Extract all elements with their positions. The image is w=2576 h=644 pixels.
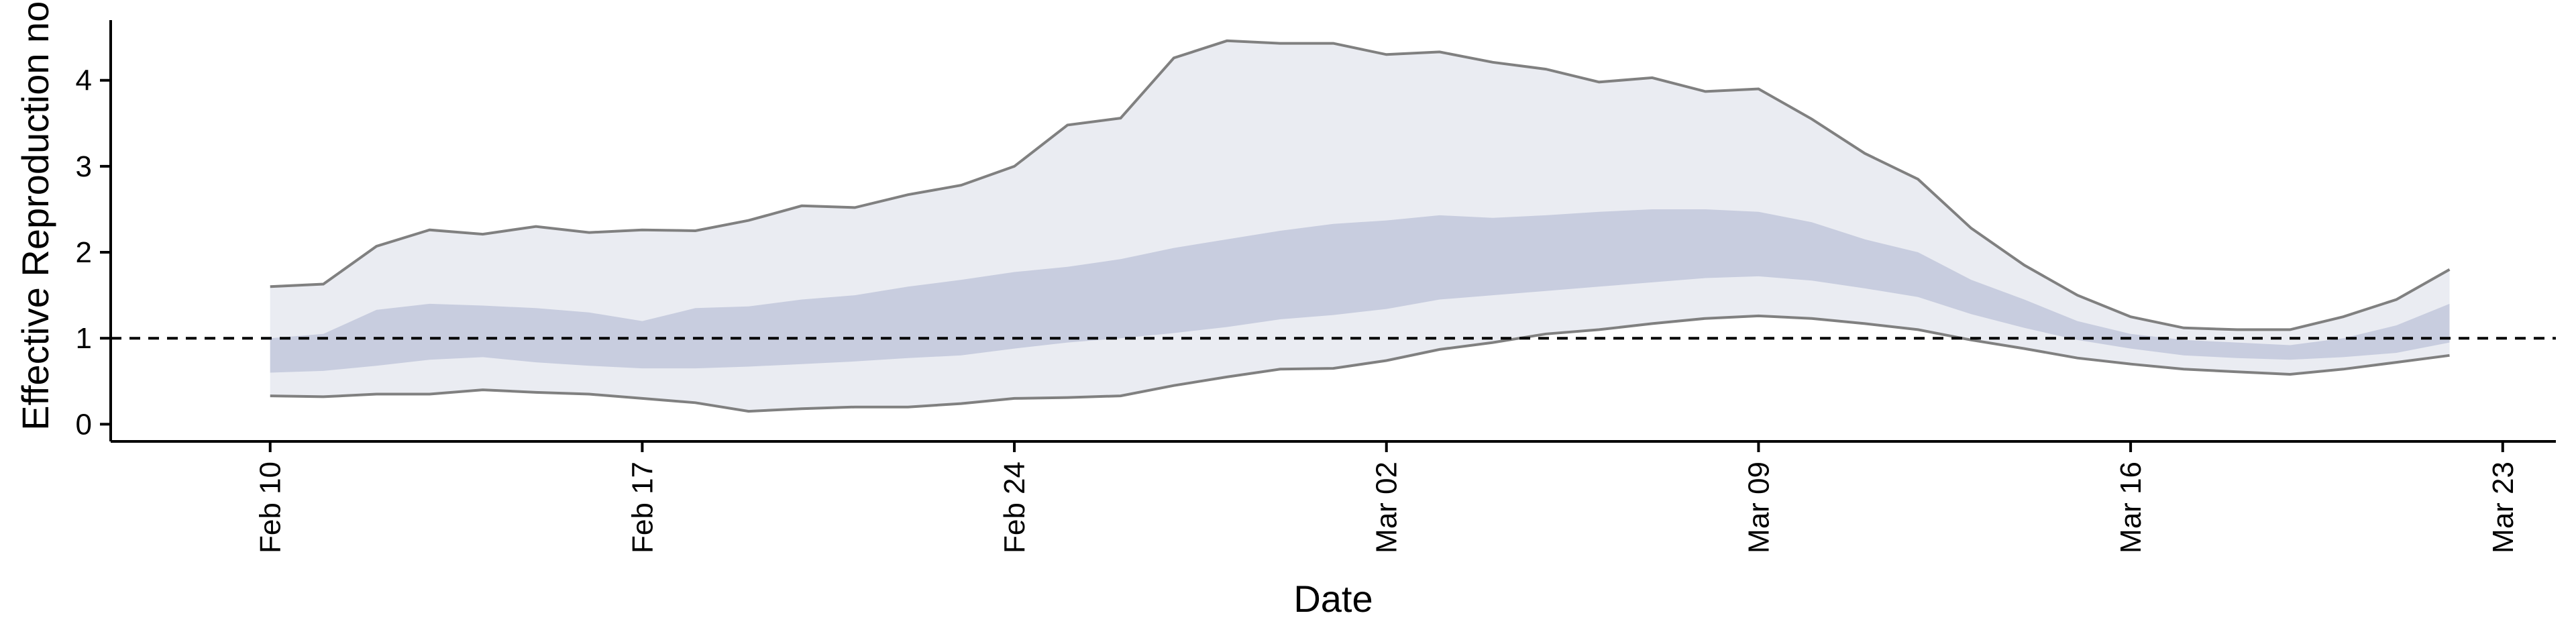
x-tick-label: Feb 17 — [626, 462, 659, 553]
x-tick-label: Mar 02 — [1371, 462, 1403, 553]
x-tick-label: Mar 16 — [2114, 462, 2147, 553]
x-tick-label: Mar 23 — [2487, 462, 2520, 553]
inner-interval-band — [270, 209, 2450, 373]
axes — [109, 20, 2556, 443]
y-tick-label: 1 — [76, 322, 92, 355]
x-axis-ticks: Feb 10 Feb 17 Feb 24 Mar 02 Mar 09 Mar 16 Mar … — [254, 441, 2520, 553]
y-axis-ticks: 0 1 2 3 4 — [76, 64, 111, 441]
y-tick-label: 4 — [76, 64, 92, 97]
y-axis-title: Effective Reproduction no. — [14, 0, 56, 431]
x-tick-label: Feb 10 — [254, 462, 287, 553]
x-tick-label: Feb 24 — [998, 462, 1031, 553]
x-tick-label: Mar 09 — [1742, 462, 1775, 553]
lower-bound-line — [270, 314, 2450, 413]
y-tick-label: 0 — [76, 408, 92, 441]
plot-bands — [270, 40, 2450, 412]
y-tick-label: 2 — [76, 236, 92, 269]
y-tick-label: 3 — [76, 150, 92, 183]
plot-lines — [270, 39, 2451, 413]
x-axis-title: Date — [1293, 578, 1373, 620]
upper-bound-line — [270, 39, 2451, 331]
